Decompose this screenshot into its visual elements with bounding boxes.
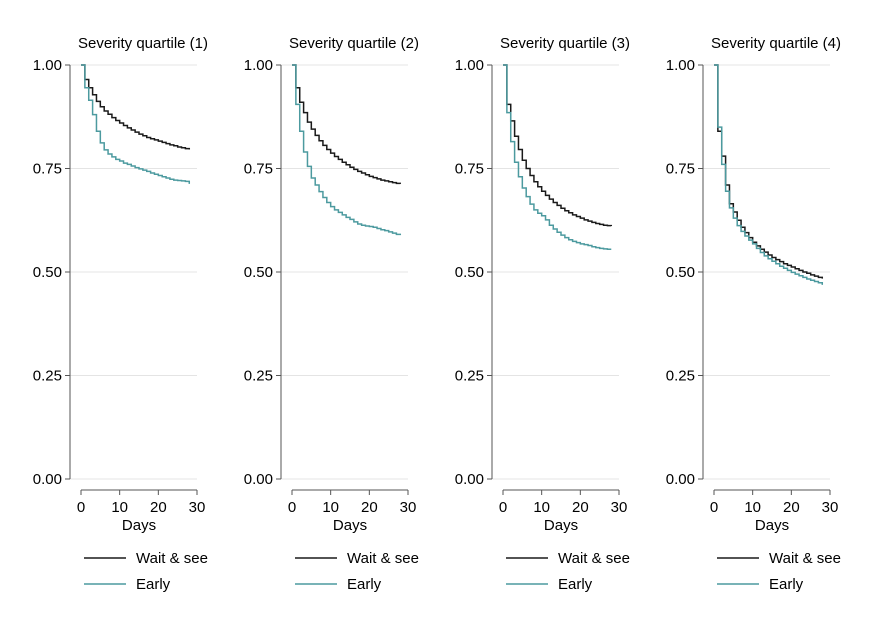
panel-1: Severity quartile (1) 0.00 0.25 0.50 0.75 1.0… — [33, 35, 208, 593]
series-line-wait-and-see — [292, 64, 402, 185]
panel-title: Severity quartile (1) — [78, 35, 208, 52]
y-tick-label: 1.00 — [455, 57, 484, 74]
y-tick-label: 0.00 — [244, 471, 273, 488]
x-tick-label: 0 — [499, 499, 507, 516]
legend-label: Wait & see — [136, 550, 208, 567]
y-tick-label: 0.75 — [33, 161, 62, 178]
x-tick-label: 10 — [322, 499, 339, 516]
x-tick-label: 0 — [77, 499, 85, 516]
panel-4: Severity quartile (4) 0.00 0.25 0.50 0.75 1.0… — [666, 35, 841, 593]
legend-label: Early — [769, 576, 804, 593]
x-tick-label: 0 — [288, 499, 296, 516]
y-tick-label: 1.00 — [666, 57, 695, 74]
x-tick-label: 10 — [533, 499, 550, 516]
y-tick-label: 1.00 — [33, 57, 62, 74]
series-line-early — [81, 64, 191, 184]
y-tick-label: 0.25 — [244, 368, 273, 385]
x-axis-label: Days — [333, 517, 367, 534]
y-tick-label: 0.50 — [33, 264, 62, 281]
x-axis-label: Days — [544, 517, 578, 534]
legend-label: Early — [136, 576, 171, 593]
panel-2: Severity quartile (2) 0.00 0.25 0.50 0.75 1.0… — [244, 35, 419, 593]
y-tick-label: 1.00 — [244, 57, 273, 74]
x-tick-label: 30 — [400, 499, 417, 516]
y-tick-label: 0.25 — [33, 368, 62, 385]
legend-label: Wait & see — [347, 550, 419, 567]
y-tick-label: 0.75 — [455, 161, 484, 178]
series-line-wait-and-see — [81, 64, 191, 150]
y-tick-label: 0.25 — [666, 368, 695, 385]
x-tick-label: 30 — [822, 499, 839, 516]
panel-title: Severity quartile (4) — [711, 35, 841, 52]
y-tick-label: 0.75 — [244, 161, 273, 178]
panel-title: Severity quartile (2) — [289, 35, 419, 52]
y-tick-label: 0.00 — [33, 471, 62, 488]
legend-label: Early — [558, 576, 593, 593]
panel-title: Severity quartile (3) — [500, 35, 630, 52]
series-line-wait-and-see — [503, 64, 613, 227]
series-line-early — [292, 64, 402, 236]
x-axis-label: Days — [122, 517, 156, 534]
x-tick-label: 20 — [361, 499, 378, 516]
y-tick-label: 0.00 — [666, 471, 695, 488]
x-tick-label: 30 — [611, 499, 628, 516]
y-tick-label: 0.00 — [455, 471, 484, 488]
legend-label: Wait & see — [558, 550, 630, 567]
y-tick-label: 0.75 — [666, 161, 695, 178]
x-tick-label: 10 — [744, 499, 761, 516]
series-line-early — [503, 64, 612, 250]
x-tick-label: 0 — [710, 499, 718, 516]
y-tick-label: 0.50 — [455, 264, 484, 281]
legend-label: Wait & see — [769, 550, 841, 567]
series-line-early — [714, 64, 824, 285]
x-tick-label: 20 — [783, 499, 800, 516]
y-tick-label: 0.50 — [244, 264, 273, 281]
x-axis-label: Days — [755, 517, 789, 534]
y-tick-label: 0.25 — [455, 368, 484, 385]
legend-label: Early — [347, 576, 382, 593]
x-tick-label: 10 — [111, 499, 128, 516]
series-line-wait-and-see — [714, 64, 824, 279]
y-tick-label: 0.50 — [666, 264, 695, 281]
panel-3: Severity quartile (3) 0.00 0.25 0.50 0.75 1.0… — [455, 35, 630, 593]
x-tick-label: 30 — [189, 499, 206, 516]
x-tick-label: 20 — [572, 499, 589, 516]
x-tick-label: 20 — [150, 499, 167, 516]
